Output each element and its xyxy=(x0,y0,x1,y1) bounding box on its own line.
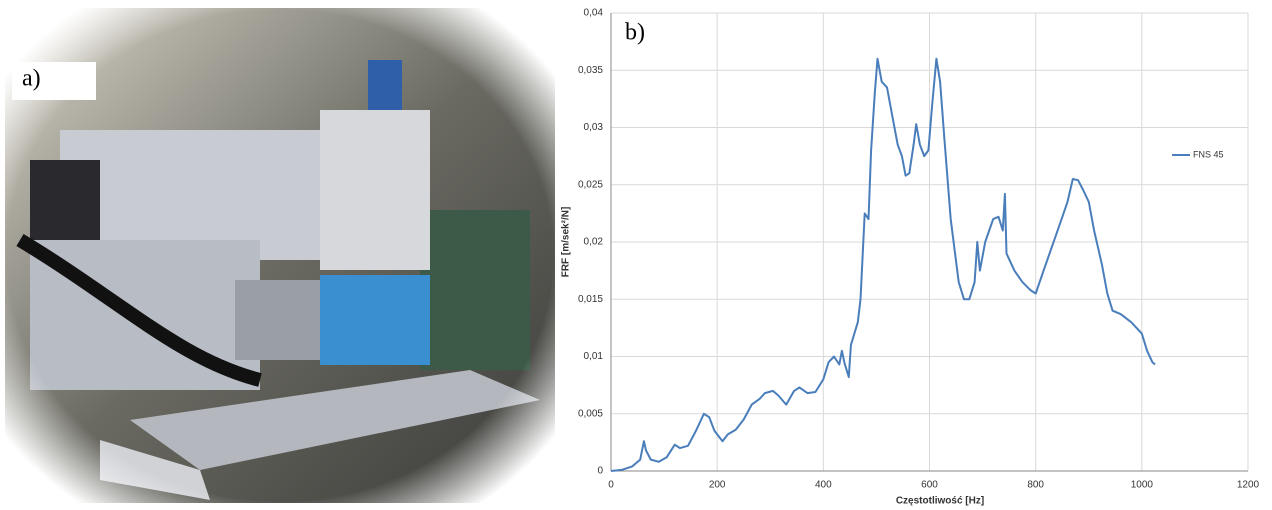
x-tick-label: 600 xyxy=(921,480,938,491)
x-tick-label: 400 xyxy=(815,480,832,491)
y-tick-label: 0,015 xyxy=(578,294,603,305)
y-tick-label: 0,005 xyxy=(578,408,603,419)
legend-label: FNS 45 xyxy=(1193,149,1224,159)
page: a) Częstotliwość [Hz] FRF [m/sek²/N] b) … xyxy=(0,0,1272,510)
y-axis-label: FRF [m/sek²/N] xyxy=(561,207,572,278)
x-tick-label: 1000 xyxy=(1131,480,1154,491)
x-tick-label: 200 xyxy=(709,480,726,491)
y-tick-label: 0,025 xyxy=(578,179,603,190)
x-axis-label: Częstotliwość [Hz] xyxy=(896,496,984,507)
panel-label: b) xyxy=(625,20,645,46)
y-tick-label: 0,04 xyxy=(584,8,604,19)
y-tick-label: 0,02 xyxy=(584,237,604,248)
photo: a) xyxy=(5,8,555,503)
x-tick-label: 0 xyxy=(608,480,614,491)
data-line xyxy=(611,59,1155,471)
y-tick-label: 0 xyxy=(597,466,603,477)
y-tick-label: 0,035 xyxy=(578,65,603,76)
figure: a) Częstotliwość [Hz] FRF [m/sek²/N] b) … xyxy=(0,0,1272,510)
x-tick-label: 800 xyxy=(1027,480,1044,491)
chart: Częstotliwość [Hz] FRF [m/sek²/N] b) 0 0,… xyxy=(561,8,1260,507)
y-tick-label: 0,01 xyxy=(584,351,604,362)
panel-label: a) xyxy=(22,66,41,92)
y-tick-label: 0,03 xyxy=(584,122,604,133)
x-tick-label: 1200 xyxy=(1237,480,1260,491)
